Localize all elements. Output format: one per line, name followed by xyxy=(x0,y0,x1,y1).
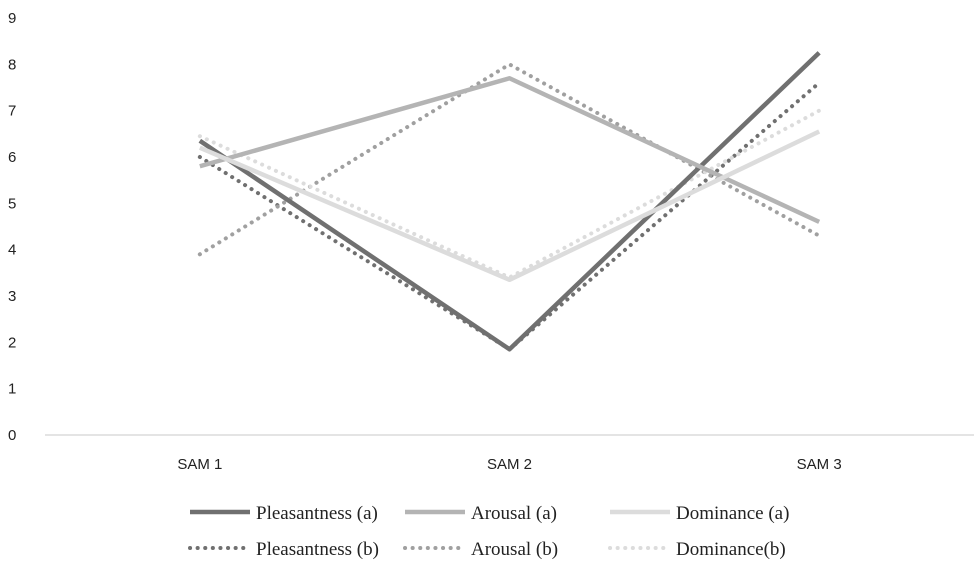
series-line-4 xyxy=(197,80,822,352)
series-layer xyxy=(197,51,822,352)
y-axis: 0 1 2 3 4 5 6 7 8 9 xyxy=(8,10,16,444)
y-tick-label: 5 xyxy=(8,195,16,212)
y-tick-label: 6 xyxy=(8,149,16,166)
series-line-6 xyxy=(197,108,822,280)
x-tick-label: SAM 3 xyxy=(797,456,842,473)
y-tick-label: 9 xyxy=(8,10,16,27)
legend: Pleasantness (a) Arousal (a) Dominance (a)… xyxy=(188,503,789,560)
series-line-3 xyxy=(198,129,821,283)
series-line-1 xyxy=(198,51,821,352)
x-tick-label: SAM 1 xyxy=(177,456,222,473)
legend-label: Arousal (a) xyxy=(471,503,557,524)
y-tick-label: 0 xyxy=(8,427,16,444)
y-tick-label: 3 xyxy=(8,288,16,305)
y-tick-label: 4 xyxy=(8,242,16,259)
legend-label: Dominance(b) xyxy=(676,539,786,560)
y-tick-label: 7 xyxy=(8,103,16,120)
x-tick-label: SAM 2 xyxy=(487,456,532,473)
legend-label: Arousal (b) xyxy=(471,539,558,560)
y-tick-label: 1 xyxy=(8,381,16,398)
series-line-2 xyxy=(199,75,821,224)
legend-label: Dominance (a) xyxy=(676,503,789,524)
series-line-5 xyxy=(197,62,822,257)
y-tick-label: 2 xyxy=(8,334,16,351)
legend-label: Pleasantness (a) xyxy=(256,503,378,524)
x-axis: SAM 1 SAM 2 SAM 3 xyxy=(177,456,841,473)
legend-label: Pleasantness (b) xyxy=(256,539,379,560)
y-tick-label: 8 xyxy=(8,56,16,73)
